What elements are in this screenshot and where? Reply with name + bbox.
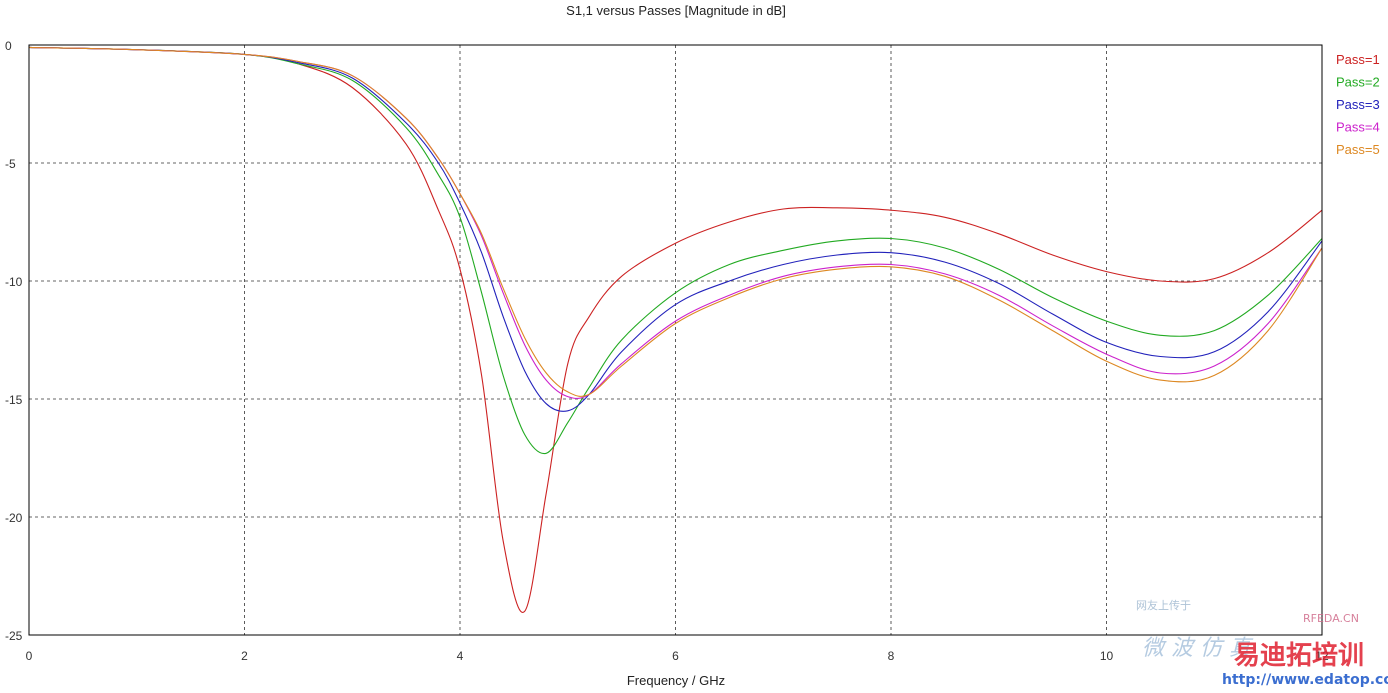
y-tick-label: -25 <box>5 629 23 643</box>
series-line-pass-3 <box>28 46 1323 412</box>
x-axis-title: Frequency / GHz <box>627 673 725 688</box>
x-tick-label: 2 <box>241 649 248 663</box>
y-tick-label: -10 <box>5 275 23 289</box>
legend-entry-pass-5: Pass=5 <box>1336 142 1380 157</box>
y-tick-label: -5 <box>5 157 16 171</box>
x-tick-label: 4 <box>457 649 464 663</box>
legend: Pass=1 Pass=2 Pass=3 Pass=4 Pass=5 <box>1336 52 1380 157</box>
watermark-line3: 微 波 仿 真 <box>1142 636 1254 661</box>
x-tick-label: 0 <box>26 649 33 663</box>
legend-entry-pass-4: Pass=4 <box>1336 120 1380 135</box>
watermark-line1: 网友上传于 <box>1136 598 1191 612</box>
series-line-pass-5 <box>28 46 1323 397</box>
watermark-url: http://www.edatop.com <box>1222 672 1388 688</box>
legend-entry-pass-2: Pass=2 <box>1336 75 1380 90</box>
plot-frame <box>28 44 1323 636</box>
watermark: 网友上传于 RFEDA.CN 微 波 仿 真 易迪拓培训 http://www.… <box>1136 598 1388 688</box>
series-group <box>28 46 1323 613</box>
y-tick-label: -20 <box>5 511 23 525</box>
x-axis-ticks: 0 2 4 6 8 10 12 <box>26 649 1329 663</box>
series-line-pass-2 <box>28 46 1323 455</box>
legend-entry-pass-1: Pass=1 <box>1336 52 1380 67</box>
x-tick-label: 12 <box>1315 649 1329 663</box>
legend-entry-pass-3: Pass=3 <box>1336 97 1380 112</box>
y-tick-label: 0 <box>5 39 12 53</box>
x-tick-label: 8 <box>888 649 895 663</box>
watermark-line2: RFEDA.CN <box>1303 612 1359 625</box>
y-axis-ticks: 0 -5 -10 -15 -20 -25 <box>5 39 23 643</box>
grid <box>29 45 1322 635</box>
series-line-pass-1 <box>28 46 1323 613</box>
chart-title: S1,1 versus Passes [Magnitude in dB] <box>566 3 786 18</box>
x-tick-label: 6 <box>672 649 679 663</box>
x-tick-label: 10 <box>1100 649 1114 663</box>
y-tick-label: -15 <box>5 393 23 407</box>
watermark-line4: 易迪拓培训 <box>1234 641 1364 671</box>
